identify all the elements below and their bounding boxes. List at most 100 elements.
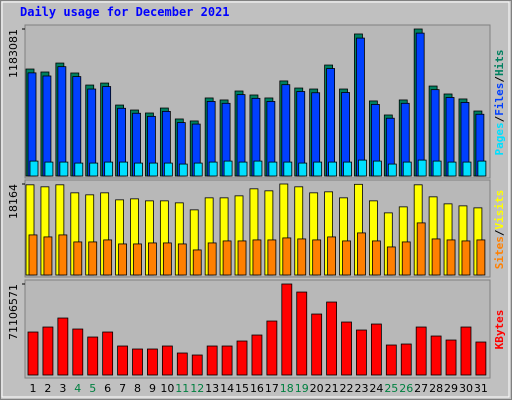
- bar: [358, 159, 367, 177]
- bar: [134, 162, 143, 177]
- bar: [312, 239, 322, 276]
- bar: [401, 241, 411, 276]
- bar: [58, 234, 68, 276]
- x-tick-label: 6: [104, 382, 111, 395]
- bar: [117, 345, 128, 376]
- x-tick-label: 30: [459, 382, 473, 395]
- bar: [283, 161, 293, 177]
- legend-separator: /: [493, 76, 506, 83]
- bar: [191, 354, 203, 376]
- bar: [415, 326, 427, 376]
- bar: [267, 239, 277, 276]
- bar: [356, 37, 365, 177]
- bar: [163, 162, 173, 177]
- x-tick-label: 26: [399, 382, 413, 395]
- bar: [253, 160, 263, 177]
- x-tick-label: 5: [89, 382, 96, 395]
- bar: [281, 283, 293, 376]
- bar: [446, 239, 456, 276]
- legend: Sites/Visits: [493, 190, 506, 270]
- bar: [104, 161, 114, 177]
- bar: [447, 161, 457, 177]
- bar: [238, 161, 248, 177]
- bar: [343, 161, 352, 177]
- bar: [266, 320, 278, 376]
- bar: [282, 237, 292, 276]
- legend-separator: /: [493, 115, 506, 122]
- bar: [27, 72, 37, 177]
- x-tick-label: 29: [444, 382, 458, 395]
- legend-entry: Visits: [493, 190, 506, 230]
- x-tick-label: 27: [414, 382, 428, 395]
- x-tick-label: 24: [369, 382, 383, 395]
- bar: [222, 240, 232, 276]
- y-tick-label: 1183081: [7, 29, 20, 78]
- y-tick-label: 18164: [7, 184, 20, 219]
- bar: [326, 301, 338, 376]
- bar: [296, 291, 308, 376]
- bar: [311, 313, 323, 376]
- bar: [430, 335, 442, 376]
- bar: [87, 336, 99, 376]
- bar: [297, 238, 307, 276]
- bar: [328, 161, 338, 177]
- legend-entry: Pages: [493, 122, 506, 155]
- bar: [208, 161, 218, 177]
- bar: [161, 345, 173, 376]
- bar: [132, 348, 143, 376]
- bar: [42, 326, 54, 376]
- x-tick-label: 9: [149, 382, 156, 395]
- bar: [192, 249, 202, 276]
- bar: [221, 345, 233, 376]
- bar: [72, 328, 84, 376]
- bar: [313, 161, 323, 177]
- bar: [341, 321, 352, 376]
- x-tick-label: 25: [384, 382, 398, 395]
- x-tick-label: 28: [429, 382, 443, 395]
- chart-title: Daily usage for December 2021: [20, 5, 230, 19]
- legend: Pages/Files/Hits: [493, 50, 506, 156]
- bar: [476, 239, 486, 276]
- bar: [387, 163, 397, 177]
- bar: [44, 161, 54, 177]
- legend-entry: Files: [493, 83, 506, 116]
- bar: [357, 232, 366, 276]
- bar: [432, 160, 442, 177]
- bar: [133, 243, 142, 276]
- bar: [416, 222, 426, 276]
- bar: [177, 243, 187, 276]
- x-tick-label: 10: [160, 382, 174, 395]
- bar: [88, 241, 98, 276]
- x-tick-label: 15: [235, 382, 249, 395]
- bar: [252, 239, 262, 276]
- bar: [460, 326, 472, 376]
- bar: [431, 238, 441, 276]
- bar: [27, 331, 39, 376]
- x-tick-label: 7: [119, 382, 126, 395]
- bar: [237, 240, 247, 276]
- bar: [28, 234, 38, 276]
- bar: [148, 242, 157, 276]
- x-tick-label: 12: [190, 382, 204, 395]
- bar: [402, 161, 412, 177]
- bar: [326, 68, 336, 177]
- bar: [372, 160, 382, 177]
- y-tick-label: 71106571: [7, 284, 20, 340]
- bar: [73, 241, 83, 276]
- x-tick-label: 11: [175, 382, 189, 395]
- bar: [356, 329, 367, 376]
- bar: [118, 243, 127, 276]
- bar: [119, 161, 128, 177]
- bar: [207, 242, 217, 276]
- bar: [206, 345, 218, 376]
- x-tick-label: 1: [30, 382, 37, 395]
- bar: [89, 162, 99, 177]
- bar: [223, 160, 233, 177]
- legend-entry: Sites: [493, 236, 506, 269]
- x-tick-label: 8: [134, 382, 141, 395]
- legend: KBytes: [493, 310, 506, 350]
- bar: [57, 317, 69, 376]
- bar: [72, 76, 82, 177]
- bar: [57, 66, 67, 177]
